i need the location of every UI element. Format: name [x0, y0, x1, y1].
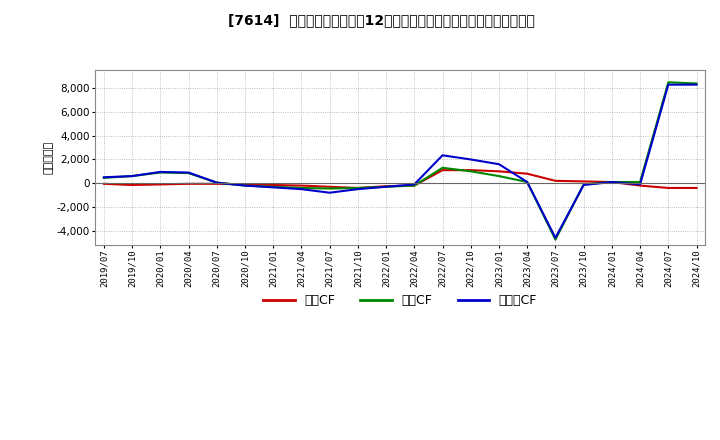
Legend: 営業CF, 投賃CF, フリーCF: 営業CF, 投賃CF, フリーCF [258, 289, 542, 312]
投賃CF [551, 237, 559, 242]
営業CF [580, 179, 588, 184]
営業CF [212, 181, 221, 187]
フリーCF [495, 161, 503, 167]
投賃CF [438, 165, 447, 170]
投賃CF [495, 173, 503, 179]
営業CF [156, 182, 165, 187]
投賃CF [325, 186, 334, 191]
営業CF [495, 169, 503, 174]
投賃CF [212, 180, 221, 185]
投賃CF [297, 185, 306, 191]
フリーCF [692, 82, 701, 87]
営業CF [523, 171, 531, 176]
Y-axis label: （百万円）: （百万円） [44, 141, 54, 174]
フリーCF [636, 182, 644, 187]
営業CF [325, 184, 334, 189]
フリーCF [608, 180, 616, 185]
営業CF [692, 185, 701, 191]
営業CF [184, 181, 193, 187]
フリーCF [156, 169, 165, 175]
フリーCF [212, 180, 221, 185]
Line: フリーCF: フリーCF [104, 84, 696, 238]
営業CF [636, 183, 644, 188]
投賃CF [636, 180, 644, 185]
フリーCF [99, 175, 108, 180]
営業CF [240, 182, 249, 187]
フリーCF [269, 185, 277, 190]
営業CF [410, 183, 418, 188]
投賃CF [127, 173, 136, 179]
投賃CF [382, 184, 390, 189]
投賃CF [410, 183, 418, 188]
営業CF [551, 178, 559, 183]
投賃CF [608, 180, 616, 185]
投賃CF [156, 170, 165, 175]
営業CF [297, 183, 306, 188]
フリーCF [664, 82, 672, 87]
営業CF [127, 182, 136, 187]
投賃CF [240, 183, 249, 188]
フリーCF [438, 153, 447, 158]
営業CF [438, 168, 447, 173]
フリーCF [523, 180, 531, 185]
フリーCF [382, 184, 390, 189]
投賃CF [354, 185, 362, 191]
投賃CF [523, 180, 531, 185]
投賃CF [664, 80, 672, 85]
営業CF [664, 185, 672, 191]
営業CF [269, 182, 277, 187]
フリーCF [297, 187, 306, 192]
投賃CF [184, 170, 193, 176]
営業CF [467, 168, 475, 173]
フリーCF [240, 183, 249, 188]
投賃CF [467, 169, 475, 174]
投賃CF [580, 182, 588, 187]
フリーCF [580, 182, 588, 187]
フリーCF [551, 235, 559, 241]
Line: 営業CF: 営業CF [104, 170, 696, 188]
営業CF [354, 185, 362, 191]
フリーCF [467, 157, 475, 162]
フリーCF [354, 187, 362, 192]
フリーCF [184, 170, 193, 175]
営業CF [382, 183, 390, 189]
Text: [7614]  キャッシュフローの12か月移動合計の対前年同期増減額の推移: [7614] キャッシュフローの12か月移動合計の対前年同期増減額の推移 [228, 13, 535, 27]
Line: 投賃CF: 投賃CF [104, 82, 696, 240]
投賃CF [269, 184, 277, 189]
営業CF [99, 181, 108, 187]
営業CF [608, 180, 616, 185]
フリーCF [410, 182, 418, 187]
フリーCF [325, 190, 334, 195]
投賃CF [692, 81, 701, 86]
フリーCF [127, 173, 136, 179]
投賃CF [99, 175, 108, 180]
